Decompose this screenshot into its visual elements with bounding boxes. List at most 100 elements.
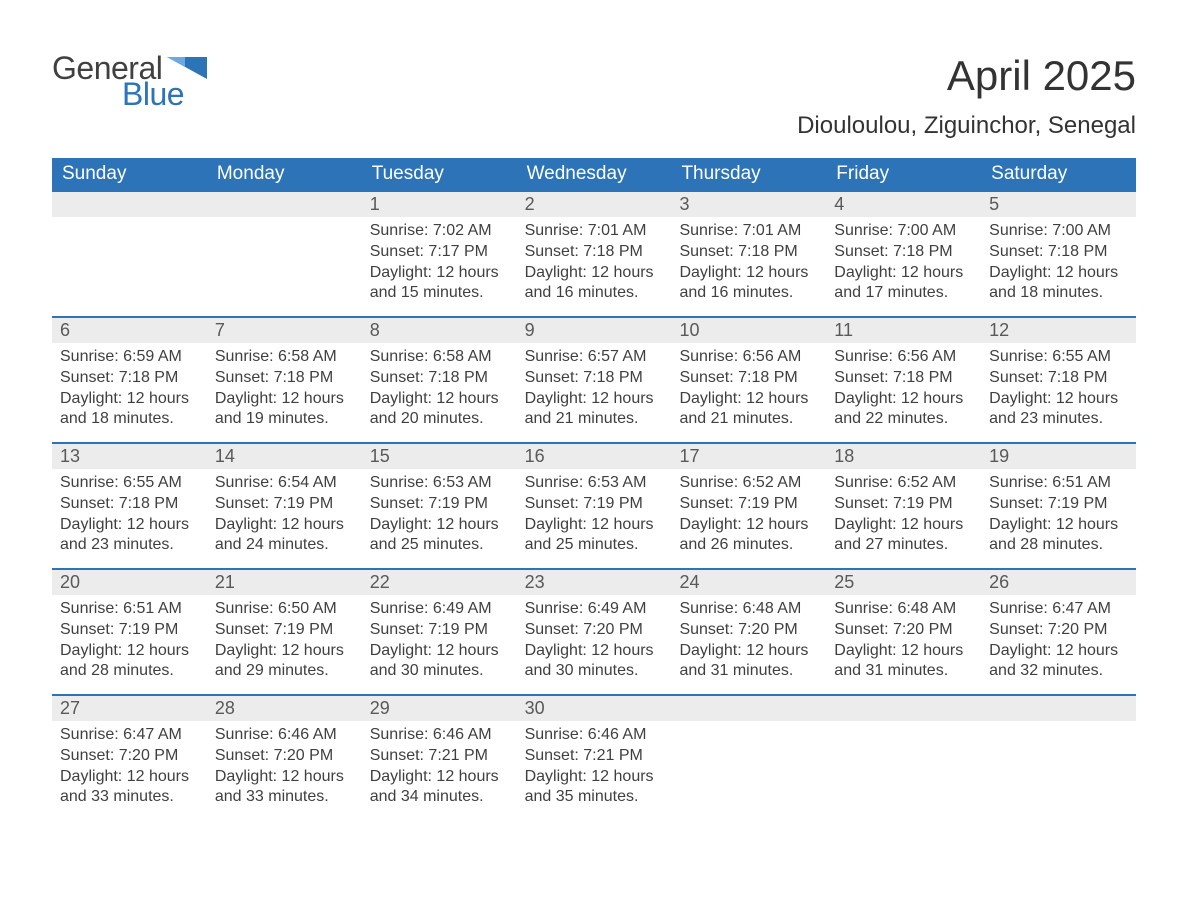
sunset-line: Sunset: 7:20 PM: [60, 746, 199, 767]
calendar-day-cell: 27Sunrise: 6:47 AMSunset: 7:20 PMDayligh…: [52, 696, 207, 820]
calendar-day-cell: 10Sunrise: 6:56 AMSunset: 7:18 PMDayligh…: [671, 318, 826, 442]
day-details: Sunrise: 6:52 AMSunset: 7:19 PMDaylight:…: [671, 469, 826, 556]
calendar-day-cell: 20Sunrise: 6:51 AMSunset: 7:19 PMDayligh…: [52, 570, 207, 694]
sunrise-line: Sunrise: 7:01 AM: [679, 221, 818, 242]
sunrise-line: Sunrise: 6:51 AM: [989, 473, 1128, 494]
sunrise-line: Sunrise: 6:46 AM: [525, 725, 664, 746]
calendar-day-cell: 21Sunrise: 6:50 AMSunset: 7:19 PMDayligh…: [207, 570, 362, 694]
calendar-header-cell: Saturday: [981, 158, 1136, 190]
sunset-line: Sunset: 7:18 PM: [834, 368, 973, 389]
day-number: 16: [517, 444, 672, 469]
calendar-week-row: 13Sunrise: 6:55 AMSunset: 7:18 PMDayligh…: [52, 442, 1136, 568]
daylight-line: Daylight: 12 hours and 33 minutes.: [215, 767, 354, 809]
day-number: 5: [981, 192, 1136, 217]
day-details: Sunrise: 6:55 AMSunset: 7:18 PMDaylight:…: [981, 343, 1136, 430]
day-number: 19: [981, 444, 1136, 469]
day-details: Sunrise: 6:49 AMSunset: 7:19 PMDaylight:…: [362, 595, 517, 682]
calendar-header-cell: Thursday: [671, 158, 826, 190]
day-details: Sunrise: 6:59 AMSunset: 7:18 PMDaylight:…: [52, 343, 207, 430]
calendar-week-row: 1Sunrise: 7:02 AMSunset: 7:17 PMDaylight…: [52, 190, 1136, 316]
day-details: Sunrise: 6:47 AMSunset: 7:20 PMDaylight:…: [981, 595, 1136, 682]
daylight-line: Daylight: 12 hours and 22 minutes.: [834, 389, 973, 431]
daylight-line: Daylight: 12 hours and 18 minutes.: [989, 263, 1128, 305]
sunrise-line: Sunrise: 6:47 AM: [60, 725, 199, 746]
calendar-day-cell: 18Sunrise: 6:52 AMSunset: 7:19 PMDayligh…: [826, 444, 981, 568]
day-number: 28: [207, 696, 362, 721]
day-number: 18: [826, 444, 981, 469]
day-number: 2: [517, 192, 672, 217]
daylight-line: Daylight: 12 hours and 16 minutes.: [525, 263, 664, 305]
sunrise-line: Sunrise: 6:46 AM: [370, 725, 509, 746]
daylight-line: Daylight: 12 hours and 30 minutes.: [370, 641, 509, 683]
sunrise-line: Sunrise: 6:56 AM: [679, 347, 818, 368]
day-details: Sunrise: 6:56 AMSunset: 7:18 PMDaylight:…: [826, 343, 981, 430]
daylight-line: Daylight: 12 hours and 35 minutes.: [525, 767, 664, 809]
calendar-day-cell: 15Sunrise: 6:53 AMSunset: 7:19 PMDayligh…: [362, 444, 517, 568]
day-number: 12: [981, 318, 1136, 343]
sunset-line: Sunset: 7:19 PM: [370, 494, 509, 515]
calendar-day-cell: [207, 192, 362, 316]
sunrise-line: Sunrise: 6:59 AM: [60, 347, 199, 368]
calendar-day-cell: 28Sunrise: 6:46 AMSunset: 7:20 PMDayligh…: [207, 696, 362, 820]
calendar-week-row: 20Sunrise: 6:51 AMSunset: 7:19 PMDayligh…: [52, 568, 1136, 694]
sunset-line: Sunset: 7:19 PM: [989, 494, 1128, 515]
sunset-line: Sunset: 7:19 PM: [215, 620, 354, 641]
daylight-line: Daylight: 12 hours and 19 minutes.: [215, 389, 354, 431]
day-details: Sunrise: 7:02 AMSunset: 7:17 PMDaylight:…: [362, 217, 517, 304]
calendar-table: SundayMondayTuesdayWednesdayThursdayFrid…: [52, 158, 1136, 820]
calendar-header-cell: Friday: [826, 158, 981, 190]
day-number: 3: [671, 192, 826, 217]
day-number-empty: [52, 192, 207, 217]
daylight-line: Daylight: 12 hours and 23 minutes.: [989, 389, 1128, 431]
calendar-day-cell: 4Sunrise: 7:00 AMSunset: 7:18 PMDaylight…: [826, 192, 981, 316]
sunrise-line: Sunrise: 7:01 AM: [525, 221, 664, 242]
day-number: 17: [671, 444, 826, 469]
day-details: Sunrise: 6:48 AMSunset: 7:20 PMDaylight:…: [826, 595, 981, 682]
sunset-line: Sunset: 7:20 PM: [989, 620, 1128, 641]
sunrise-line: Sunrise: 6:49 AM: [370, 599, 509, 620]
daylight-line: Daylight: 12 hours and 32 minutes.: [989, 641, 1128, 683]
header-row: General Blue April 2025 Diouloulou, Zigu…: [52, 52, 1136, 140]
day-details: Sunrise: 6:46 AMSunset: 7:20 PMDaylight:…: [207, 721, 362, 808]
calendar-day-cell: [52, 192, 207, 316]
daylight-line: Daylight: 12 hours and 28 minutes.: [989, 515, 1128, 557]
day-number: 25: [826, 570, 981, 595]
daylight-line: Daylight: 12 hours and 24 minutes.: [215, 515, 354, 557]
sunrise-line: Sunrise: 6:53 AM: [525, 473, 664, 494]
sunset-line: Sunset: 7:18 PM: [679, 242, 818, 263]
sunrise-line: Sunrise: 6:47 AM: [989, 599, 1128, 620]
day-details: Sunrise: 6:51 AMSunset: 7:19 PMDaylight:…: [981, 469, 1136, 556]
day-number: 14: [207, 444, 362, 469]
calendar-day-cell: 9Sunrise: 6:57 AMSunset: 7:18 PMDaylight…: [517, 318, 672, 442]
calendar-day-cell: 24Sunrise: 6:48 AMSunset: 7:20 PMDayligh…: [671, 570, 826, 694]
day-details: Sunrise: 7:01 AMSunset: 7:18 PMDaylight:…: [517, 217, 672, 304]
day-number: 22: [362, 570, 517, 595]
day-details: Sunrise: 6:57 AMSunset: 7:18 PMDaylight:…: [517, 343, 672, 430]
calendar-header-cell: Wednesday: [517, 158, 672, 190]
sunset-line: Sunset: 7:20 PM: [679, 620, 818, 641]
day-number: 26: [981, 570, 1136, 595]
calendar-day-cell: 2Sunrise: 7:01 AMSunset: 7:18 PMDaylight…: [517, 192, 672, 316]
sunset-line: Sunset: 7:17 PM: [370, 242, 509, 263]
daylight-line: Daylight: 12 hours and 30 minutes.: [525, 641, 664, 683]
calendar-day-cell: [671, 696, 826, 820]
calendar-day-cell: 14Sunrise: 6:54 AMSunset: 7:19 PMDayligh…: [207, 444, 362, 568]
sunrise-line: Sunrise: 6:56 AM: [834, 347, 973, 368]
sunrise-line: Sunrise: 6:52 AM: [834, 473, 973, 494]
daylight-line: Daylight: 12 hours and 25 minutes.: [370, 515, 509, 557]
day-number: 11: [826, 318, 981, 343]
day-details: Sunrise: 6:52 AMSunset: 7:19 PMDaylight:…: [826, 469, 981, 556]
daylight-line: Daylight: 12 hours and 15 minutes.: [370, 263, 509, 305]
daylight-line: Daylight: 12 hours and 16 minutes.: [679, 263, 818, 305]
daylight-line: Daylight: 12 hours and 31 minutes.: [834, 641, 973, 683]
calendar-header-cell: Tuesday: [362, 158, 517, 190]
sunrise-line: Sunrise: 6:55 AM: [989, 347, 1128, 368]
sunrise-line: Sunrise: 7:00 AM: [834, 221, 973, 242]
day-details: Sunrise: 6:58 AMSunset: 7:18 PMDaylight:…: [362, 343, 517, 430]
day-number: 1: [362, 192, 517, 217]
daylight-line: Daylight: 12 hours and 26 minutes.: [679, 515, 818, 557]
day-details: Sunrise: 6:46 AMSunset: 7:21 PMDaylight:…: [362, 721, 517, 808]
day-details: Sunrise: 6:46 AMSunset: 7:21 PMDaylight:…: [517, 721, 672, 808]
location-subtitle: Diouloulou, Ziguinchor, Senegal: [797, 112, 1136, 140]
sunset-line: Sunset: 7:19 PM: [834, 494, 973, 515]
